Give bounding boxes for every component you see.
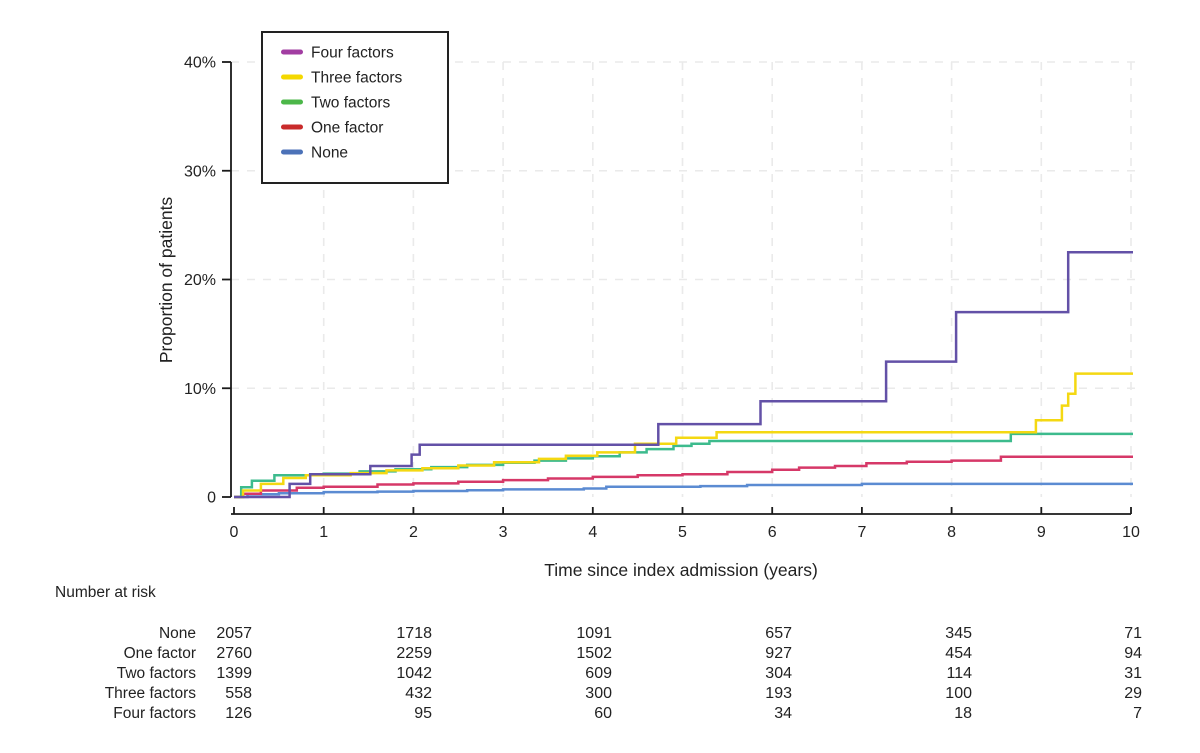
x-tick-label: 9 [1037,524,1046,541]
y-tick-label: 10% [184,381,216,398]
x-tick-label: 4 [588,524,597,541]
at-risk-value: 1399 [216,665,252,682]
at-risk-value: 2259 [396,645,432,662]
legend-box [261,31,449,184]
legend-label: Two factors [311,95,390,112]
legend-swatch-four-factors [281,49,303,55]
curve-one-factor [234,455,1133,499]
x-tick-label: 7 [857,524,866,541]
at-risk-value: 2760 [216,645,252,662]
at-risk-row: Three factors 558 432 300 193 100 29 [105,685,1142,702]
curve-none [234,482,1133,499]
at-risk-row-label: One factor [124,645,196,662]
at-risk-value: 71 [1124,625,1142,642]
at-risk-value: 657 [765,625,792,642]
at-risk-value: 1718 [396,625,432,642]
at-risk-table: Number at risk None 2057 1718 1091 657 345 71 O… [55,584,1142,722]
at-risk-value: 1042 [396,665,432,682]
x-axis-label: Time since index admission (years) [544,560,818,580]
at-risk-value: 1502 [576,645,612,662]
x-tick-label: 3 [499,524,508,541]
at-risk-value: 31 [1124,665,1142,682]
at-risk-value: 609 [585,665,612,682]
at-risk-value: 454 [945,645,972,662]
x-tick-label: 0 [230,524,239,541]
x-tick-label: 8 [947,524,956,541]
legend-swatch-two-factors [281,99,303,105]
at-risk-value: 193 [765,685,792,702]
y-tick-label: 20% [184,272,216,289]
x-tick-label: 2 [409,524,418,541]
y-axis-label: Proportion of patients [156,197,176,364]
x-tick-label: 1 [319,524,328,541]
legend-swatch-three-factors [281,74,303,80]
at-risk-value: 95 [414,705,432,722]
legend-label: Three factors [311,70,403,87]
y-tick-label: 0 [207,490,216,507]
at-risk-value: 2057 [216,625,252,642]
y-axis: 0 10% 20% 30% 40% Proportion of patients [156,55,232,507]
at-risk-value: 304 [765,665,792,682]
at-risk-value: 94 [1124,645,1142,662]
at-risk-value: 1091 [576,625,612,642]
at-risk-value: 126 [225,705,252,722]
y-tick-label: 40% [184,55,216,72]
at-risk-row-label: Three factors [105,685,197,702]
at-risk-value: 100 [945,685,972,702]
at-risk-value: 927 [765,645,792,662]
legend-label: None [311,145,348,162]
at-risk-row: One factor 2760 2259 1502 927 454 94 [124,645,1142,662]
at-risk-value: 114 [946,665,972,682]
at-risk-row: Two factors 1399 1042 609 304 114 31 [117,665,1142,682]
legend: Four factors Three factors Two factors One … [261,31,449,184]
at-risk-row: Four factors 126 95 60 34 18 7 [113,705,1142,722]
at-risk-value: 7 [1133,705,1142,722]
at-risk-value: 432 [405,685,432,702]
y-tick-label: 30% [184,163,216,180]
series-curves [234,251,1133,499]
at-risk-value: 558 [225,685,252,702]
x-tick-label: 5 [678,524,687,541]
curve-four-factors [234,251,1133,499]
at-risk-value: 60 [594,705,612,722]
legend-swatch-one-factor [281,124,303,130]
legend-label: Four factors [311,45,394,62]
legend-swatch-none [281,149,303,155]
at-risk-row-label: None [159,625,196,642]
at-risk-title: Number at risk [55,584,156,601]
curve-three-factors [234,372,1133,499]
at-risk-value: 300 [585,685,612,702]
at-risk-value: 29 [1124,685,1142,702]
at-risk-row-label: Four factors [113,705,196,722]
at-risk-value: 18 [954,705,972,722]
x-tick-label: 10 [1122,524,1140,541]
legend-label: One factor [311,120,383,137]
at-risk-row: None 2057 1718 1091 657 345 71 [159,625,1142,642]
at-risk-value: 345 [945,625,972,642]
x-axis: 0 1 2 3 4 5 6 7 8 9 10 Time since index admission … [230,507,1140,580]
at-risk-value: 34 [774,705,792,722]
at-risk-row-label: Two factors [117,665,196,682]
x-tick-label: 6 [768,524,777,541]
